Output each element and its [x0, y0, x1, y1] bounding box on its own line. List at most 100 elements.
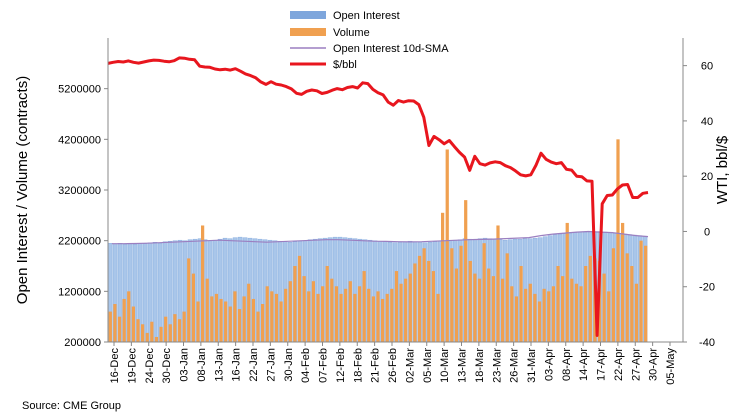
volume-bar [413, 263, 417, 342]
volume-bar [141, 324, 145, 342]
volume-bar [570, 278, 574, 342]
volume-bar [621, 222, 625, 342]
volume-bar [542, 288, 546, 342]
volume-bar [113, 304, 117, 342]
left-tick-label: 3200000 [58, 185, 101, 197]
legend-label-price: $/bbl [333, 59, 357, 71]
volume-bar [514, 296, 519, 342]
volume-bar [270, 291, 274, 342]
x-tick-label: 08-Apr [561, 348, 573, 381]
volume-bar [353, 293, 357, 342]
volume-bar [625, 253, 629, 342]
x-tick-label: 05-May [665, 348, 677, 385]
volume-bar [334, 286, 339, 342]
volume-bar [330, 278, 334, 342]
legend-label-open-interest: Open Interest [333, 10, 400, 22]
x-tick-label: 17-Apr [596, 348, 608, 381]
volume-bar [528, 283, 532, 342]
volume-bar [579, 286, 583, 342]
x-tick-label: 26-Feb [387, 348, 399, 383]
x-tick-label: 27-Apr [630, 348, 642, 381]
x-axis-ticks: 16-Dec 19-Dec 24-Dec 30-Dec 03-Jan 08-Jan 13-J… [109, 342, 677, 385]
volume-bar [399, 283, 403, 342]
volume-bar [196, 301, 200, 342]
volume-bar [431, 271, 435, 342]
x-tick-label: 10-Mar [439, 348, 451, 383]
volume-bar [344, 288, 348, 342]
left-tick-label: 5200000 [58, 84, 101, 96]
legend-swatch-volume [290, 28, 326, 36]
volume-bar [284, 288, 288, 342]
volume-bar [367, 288, 371, 342]
volume-bar [588, 255, 592, 342]
volume-bar [187, 258, 191, 342]
right-tick-label: -40 [699, 337, 715, 349]
volume-bar [634, 283, 639, 342]
volume-bar [168, 324, 172, 342]
volume-bar [639, 240, 643, 342]
volume-bar [510, 286, 514, 342]
open-interest-bar [152, 241, 158, 343]
volume-bar [477, 278, 482, 342]
x-tick-label: 21-Feb [370, 348, 382, 383]
left-axis-title: Open Interest / Volume (contracts) [14, 76, 31, 304]
x-tick-label: 30-Jan [283, 348, 295, 382]
volume-bar [454, 268, 459, 342]
x-tick-label: 31-Mar [526, 348, 538, 383]
left-axis-ticks: 200000 1200000 2200000 3200000 4200000 520000… [58, 84, 108, 349]
x-tick-label: 13-Jan [213, 348, 225, 382]
volume-bar [630, 266, 634, 342]
x-tick-label: 13-Mar [457, 348, 469, 383]
x-tick-label: 27-Jan [265, 348, 277, 382]
volume-bar [224, 301, 228, 342]
volume-bar [302, 276, 306, 342]
volume-bar [376, 291, 380, 342]
volume-bar [524, 288, 528, 342]
volume-bar [177, 319, 182, 342]
volume-bar [561, 276, 565, 342]
volume-bar [390, 288, 394, 342]
right-tick-label: 40 [701, 116, 713, 128]
volume-bar [584, 266, 588, 342]
volume-bar [491, 276, 495, 342]
volume-bar [261, 304, 265, 342]
x-tick-label: 26-Mar [509, 348, 521, 383]
volume-bar [381, 298, 385, 342]
x-tick-label: 19-Dec [126, 348, 138, 384]
x-tick-label: 14-Apr [578, 348, 590, 381]
x-tick-label: 16-Jan [231, 348, 243, 382]
price-line [107, 56, 649, 337]
volume-bar [394, 271, 399, 342]
volume-bar [237, 309, 242, 342]
volume-bar [362, 271, 366, 342]
volume-bar [505, 253, 509, 342]
right-tick-label: 0 [704, 226, 710, 238]
x-tick-label: 02-Mar [404, 348, 416, 383]
legend-label-volume: Volume [333, 27, 370, 39]
volume-bar [256, 311, 260, 342]
volume-bar [339, 293, 343, 342]
legend-swatch-open-interest [290, 11, 326, 19]
volume-bar [556, 266, 560, 342]
volume-bar [417, 255, 422, 342]
volume-bar [321, 286, 325, 342]
volume-bar [311, 281, 315, 342]
volume-bars [108, 139, 648, 342]
x-tick-label: 18-Feb [352, 348, 364, 383]
volume-bar [427, 260, 431, 342]
x-tick-label: 04-Feb [300, 348, 312, 383]
volume-bar [537, 301, 542, 342]
right-tick-label: 20 [701, 171, 713, 183]
x-tick-label: 05-Mar [422, 348, 434, 383]
left-tick-label: 4200000 [58, 134, 101, 146]
volume-bar [108, 311, 112, 342]
x-tick-label: 03-Apr [543, 348, 555, 381]
right-tick-label: 60 [701, 61, 713, 73]
volume-bar [348, 281, 352, 342]
x-tick-label: 30-Dec [161, 348, 173, 384]
volume-bar [551, 286, 555, 342]
volume-bar [644, 245, 648, 342]
volume-bar [214, 293, 219, 342]
volume-bar [205, 278, 209, 342]
